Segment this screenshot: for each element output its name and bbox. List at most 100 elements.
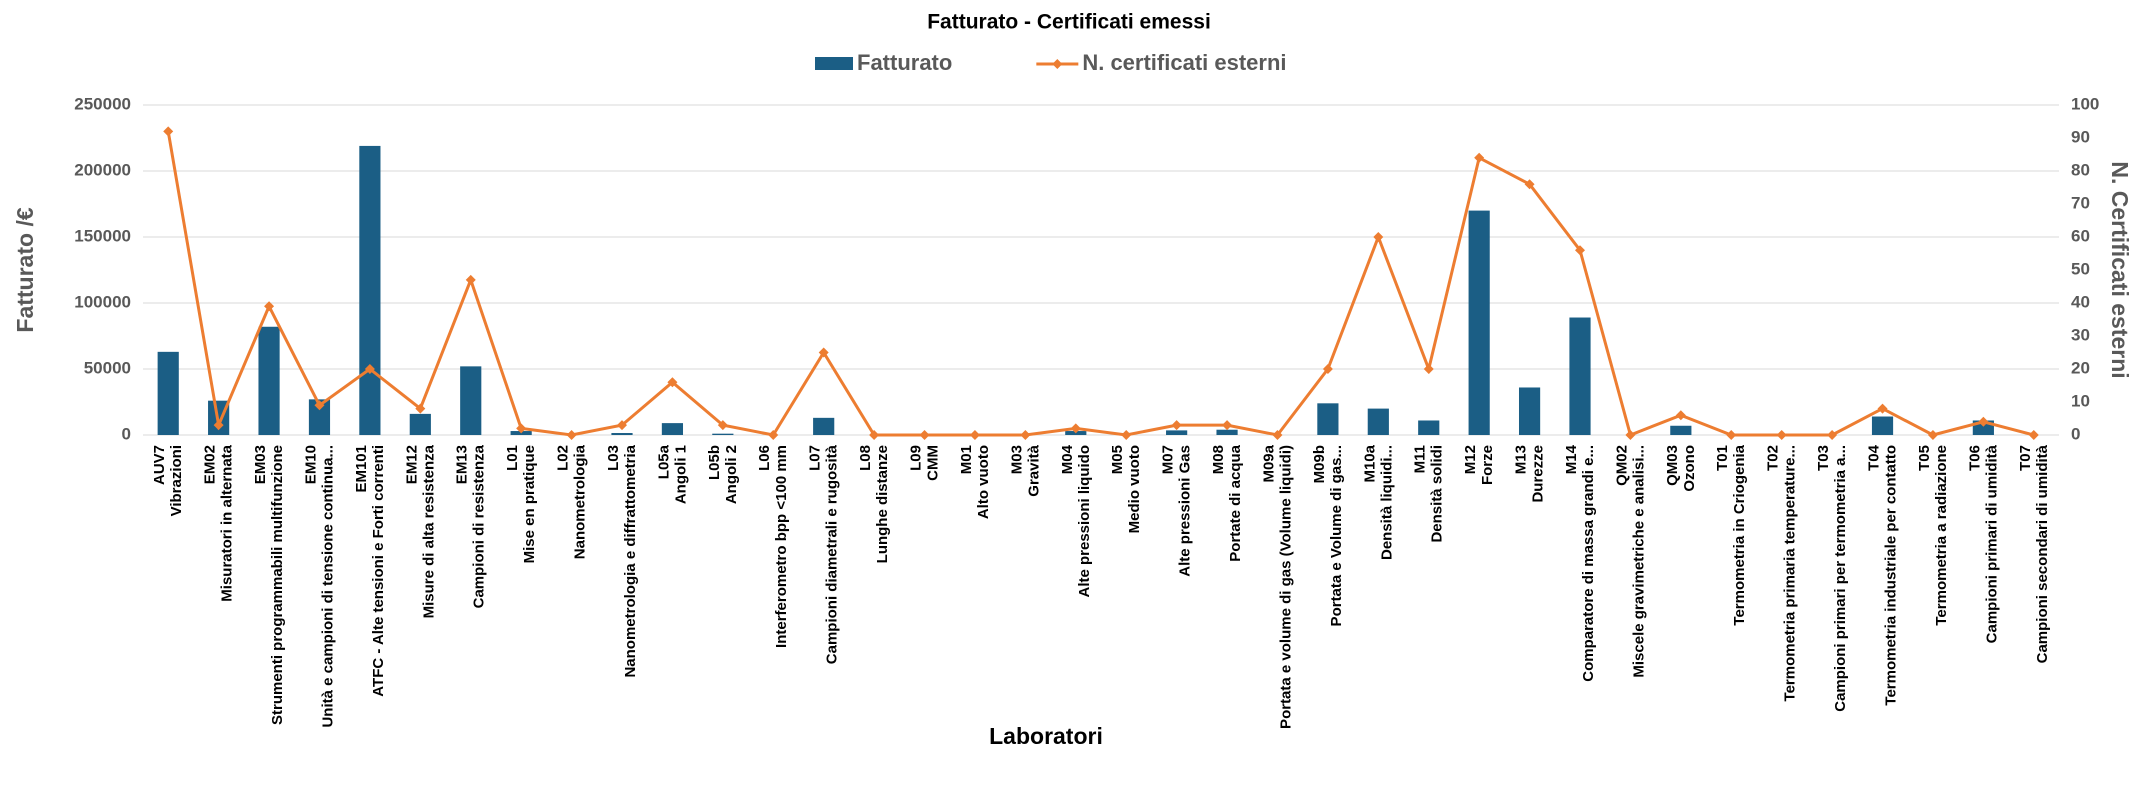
x-tick-label: M10a xyxy=(1361,444,1378,482)
x-tick-label: T03 xyxy=(1815,445,1832,471)
marker xyxy=(1877,403,1888,414)
marker xyxy=(1121,430,1132,440)
y2-tick-label: 30 xyxy=(2071,325,2090,344)
y-tick-label: 250000 xyxy=(74,94,131,113)
y2-tick-label: 60 xyxy=(2071,226,2090,245)
x-tick-label: Angoli 2 xyxy=(723,445,740,504)
marker xyxy=(415,403,426,414)
legend-swatch xyxy=(815,57,853,70)
x-tick-label: Durezze xyxy=(1530,445,1547,503)
bar xyxy=(813,417,835,435)
legend-swatch xyxy=(1052,59,1063,69)
bar xyxy=(157,351,179,435)
x-tick-label: L09 xyxy=(907,445,924,471)
x-tick-label: L06 xyxy=(756,445,773,471)
y2-tick-label: 50 xyxy=(2071,259,2090,278)
x-tick-label: Mise en pratique xyxy=(521,445,538,563)
x-tick-label: M09a xyxy=(1260,444,1277,482)
x-tick-label: Nanometrologia xyxy=(572,444,589,559)
x-tick-label: Portate di acqua xyxy=(1227,444,1244,561)
chart-title: Fatturato - Certificati emessi xyxy=(927,11,1211,34)
x-tick-label: L08 xyxy=(857,445,874,471)
x-tick-label: Campioni primari di umidità xyxy=(1983,444,2000,643)
x-tick-label: M05 xyxy=(1109,445,1126,474)
marker xyxy=(213,420,224,431)
x-tick-label: Strumenti programmabili multifunzione xyxy=(269,445,286,725)
y-tick-label: 150000 xyxy=(74,226,131,245)
marker xyxy=(667,377,678,388)
x-tick-label: L05a xyxy=(655,444,672,479)
bar xyxy=(1569,317,1591,435)
x-tick-label: EM02 xyxy=(202,445,219,484)
x-tick-label: T01 xyxy=(1714,445,1731,471)
y-tick-label: 0 xyxy=(122,424,131,443)
marker xyxy=(1978,416,1989,427)
x-tick-label: Miscele gravimetriche e analisi... xyxy=(1630,445,1647,678)
y-axis-title: Fatturato /€ xyxy=(12,207,38,332)
bar xyxy=(409,413,431,435)
x-tick-label: Interferometro bpp <100 mm xyxy=(773,445,790,648)
x-tick-label: Termometria a radiazione xyxy=(1933,445,1950,626)
bar xyxy=(712,433,734,435)
x-tick-label: M09b xyxy=(1311,445,1328,483)
x-tick-label: Densità solidi xyxy=(1429,445,1446,543)
marker xyxy=(1474,152,1485,163)
bar xyxy=(611,433,633,435)
x-tick-label: Lunghe distanze xyxy=(874,445,891,563)
y-tick-label: 200000 xyxy=(74,160,131,179)
x-tick-label: Densità liquidi... xyxy=(1378,445,1395,560)
x-tick-label: AUV7 xyxy=(151,445,168,485)
x-tick-label: L02 xyxy=(555,445,572,471)
marker xyxy=(314,400,325,411)
marker xyxy=(1625,430,1636,440)
x-tick-label: Vibrazioni xyxy=(168,445,185,516)
x-tick-label: L07 xyxy=(807,445,824,471)
x-tick-label: QM02 xyxy=(1613,445,1630,486)
x-tick-label: Angoli 1 xyxy=(672,445,689,504)
line xyxy=(166,131,2035,438)
marker xyxy=(566,430,577,440)
marker xyxy=(869,430,880,440)
x-tick-label: T06 xyxy=(1966,445,1983,471)
marker xyxy=(768,430,779,440)
marker xyxy=(516,423,527,434)
marker xyxy=(969,430,980,440)
x-tick-label: T05 xyxy=(1916,445,1933,471)
bar xyxy=(1468,210,1490,435)
marker xyxy=(163,126,174,137)
marker xyxy=(717,420,728,431)
marker xyxy=(1726,430,1737,440)
x-tick-label: Termometria primaria temperature... xyxy=(1782,445,1799,701)
x-tick-label: Medio vuoto xyxy=(1126,445,1143,533)
x-tick-label: CMM xyxy=(924,445,941,481)
x-tick-label: EM12 xyxy=(403,445,420,484)
legend-label: N. certificati esterni xyxy=(1082,50,1286,75)
x-tick-label: M13 xyxy=(1513,445,1530,474)
y2-tick-label: 40 xyxy=(2071,292,2090,311)
marker xyxy=(1675,410,1686,421)
x-tick-label: ATFC - Alte tensioni e Forti correnti xyxy=(370,445,387,697)
x-tick-label: M11 xyxy=(1412,445,1429,473)
marker xyxy=(1776,430,1787,440)
y-tick-label: 50000 xyxy=(84,358,131,377)
x-tick-label: Alto vuoto xyxy=(975,445,992,519)
bar xyxy=(308,399,331,435)
x-tick-label: Portata e volume di gas (Volume liquidi) xyxy=(1277,445,1294,729)
y2-tick-label: 100 xyxy=(2071,94,2099,113)
marker xyxy=(1927,430,1938,440)
bar xyxy=(1216,429,1238,435)
bar xyxy=(1518,387,1541,435)
x-tick-label: EM10 xyxy=(302,445,319,484)
marker xyxy=(919,430,930,440)
bar xyxy=(1871,416,1894,435)
marker xyxy=(1373,232,1384,242)
marker xyxy=(1272,430,1283,440)
x-tick-label: T07 xyxy=(2017,445,2034,471)
y2-tick-label: 10 xyxy=(2071,391,2090,410)
x-tick-label: L01 xyxy=(504,445,521,471)
x-tick-label: Ozono xyxy=(1681,445,1698,492)
x-axis-title: Laboratori xyxy=(989,723,1103,749)
marker xyxy=(617,420,627,431)
bar xyxy=(661,423,684,435)
x-tick-label: M07 xyxy=(1160,445,1177,474)
